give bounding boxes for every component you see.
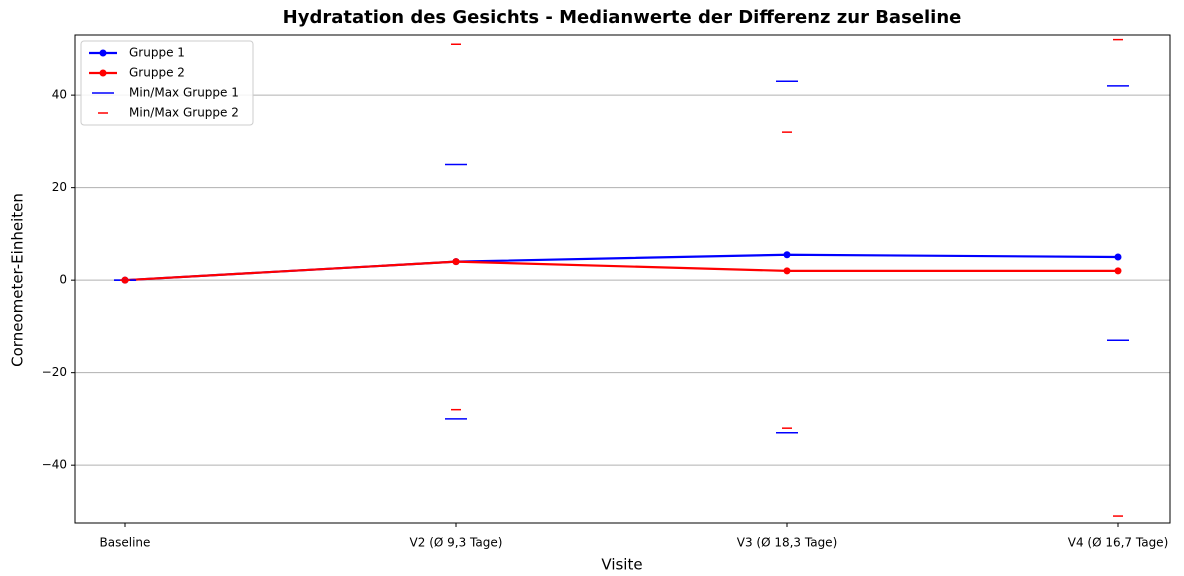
- y-tick-label: 20: [52, 180, 67, 194]
- y-tick-label: −20: [42, 365, 67, 379]
- point: [1114, 253, 1122, 261]
- legend-label: Gruppe 2: [129, 66, 185, 80]
- plot-frame: [74, 34, 1171, 524]
- y-tick-label: 0: [59, 273, 67, 287]
- y-axis-label: Corneometer-Einheiten: [9, 193, 27, 367]
- series-line: [124, 253, 1119, 282]
- legend-label: Min/Max Gruppe 2: [129, 106, 239, 120]
- legend-box: [80, 40, 254, 126]
- point: [452, 258, 460, 266]
- x-tick-label: Baseline: [100, 536, 151, 550]
- point: [1114, 267, 1122, 275]
- legend-swatch: [99, 49, 107, 57]
- legend-label: Gruppe 1: [129, 46, 185, 60]
- x-tick-label: V2 (Ø 9,3 Tage): [410, 536, 503, 550]
- legend: Gruppe 1 Gruppe 2 Min/Max Gruppe 1 Min/Max …: [80, 40, 254, 126]
- legend-swatch: [99, 69, 107, 77]
- x-tick-label: V4 (Ø 16,7 Tage): [1068, 536, 1169, 550]
- chart-title: Hydratation des Gesichts - Medianwerte d…: [283, 7, 962, 28]
- point: [783, 251, 791, 259]
- x-tick-label: V3 (Ø 18,3 Tage): [737, 536, 838, 550]
- series-line: [124, 260, 1118, 282]
- y-tick-label: 40: [52, 88, 67, 102]
- y-tick-label: −40: [42, 458, 67, 472]
- point: [783, 267, 791, 275]
- x-axis-label: Visite: [601, 556, 642, 574]
- legend-label: Min/Max Gruppe 1: [129, 86, 239, 100]
